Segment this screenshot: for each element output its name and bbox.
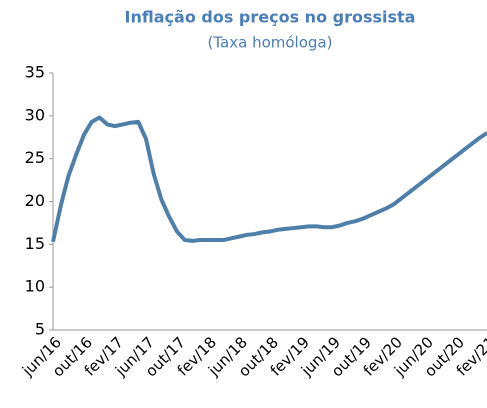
y-tick-label: 30 [25,105,45,124]
y-tick-label: 35 [25,63,45,82]
y-tick-label: 25 [25,148,45,167]
y-tick-label: 15 [25,234,45,253]
y-tick-label: 10 [25,277,45,296]
chart-subtitle: (Taxa homóloga) [208,34,333,52]
chart-title: Inflação dos preços no grossista [125,8,416,27]
y-tick-label: 20 [25,191,45,210]
line-series [51,115,487,243]
y-tick-label: 5 [35,320,45,339]
